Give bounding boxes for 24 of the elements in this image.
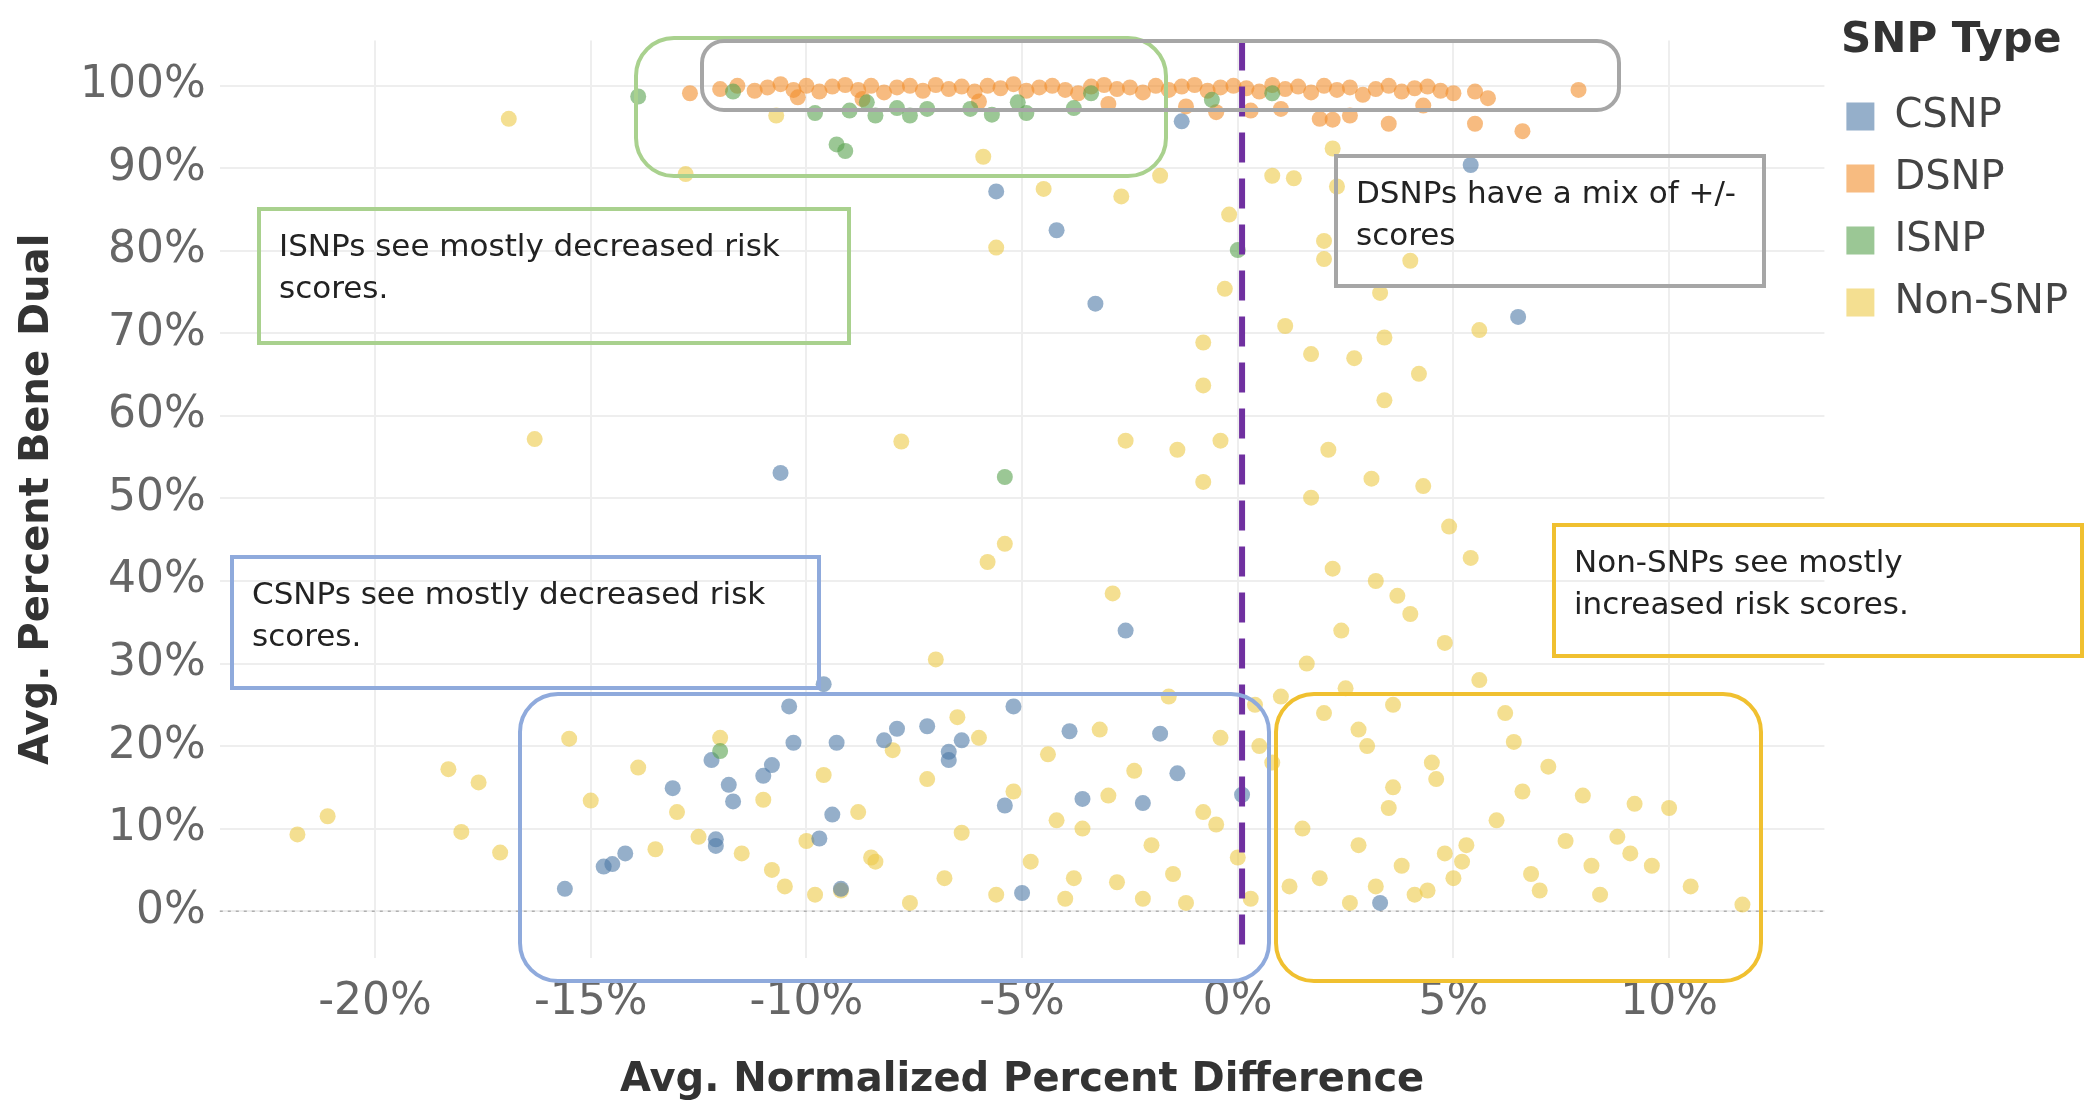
y-tick-label: 70% <box>107 303 206 355</box>
legend-label: CSNP <box>1894 89 2002 136</box>
y-tick-label: 80% <box>107 221 206 273</box>
y-tick-label: 100% <box>79 56 206 108</box>
x-axis-title: Avg. Normalized Percent Difference <box>619 1054 1425 1101</box>
y-tick-label: 30% <box>107 633 206 685</box>
legend-label: DSNP <box>1894 151 2005 198</box>
x-tick-label: 0% <box>1202 973 1273 1025</box>
legend-title: SNP Type <box>1840 12 2062 62</box>
annotation: DSNPs have a mix of +/- scores <box>1334 154 1766 288</box>
y-tick-label: 20% <box>107 716 206 768</box>
legend-label: ISNP <box>1894 213 1986 260</box>
legend-label: Non-SNP <box>1894 275 2069 322</box>
y-tick-label: 90% <box>107 138 206 190</box>
y-tick-label: 0% <box>135 881 206 933</box>
y-tick-label: 40% <box>107 551 206 603</box>
annotation: Non-SNPs see mostly increased risk scores. <box>1552 523 2084 658</box>
y-tick-label: 10% <box>107 799 206 851</box>
annotation: ISNPs see mostly decreased risk scores. <box>257 207 851 345</box>
y-axis-title: Avg. Percent Bene Dual <box>11 233 58 766</box>
x-tick-label: -20% <box>318 973 432 1025</box>
y-tick-label: 50% <box>107 468 206 520</box>
y-tick-label: 60% <box>107 386 206 438</box>
annotation: CSNPs see mostly decreased risk scores. <box>230 555 821 690</box>
